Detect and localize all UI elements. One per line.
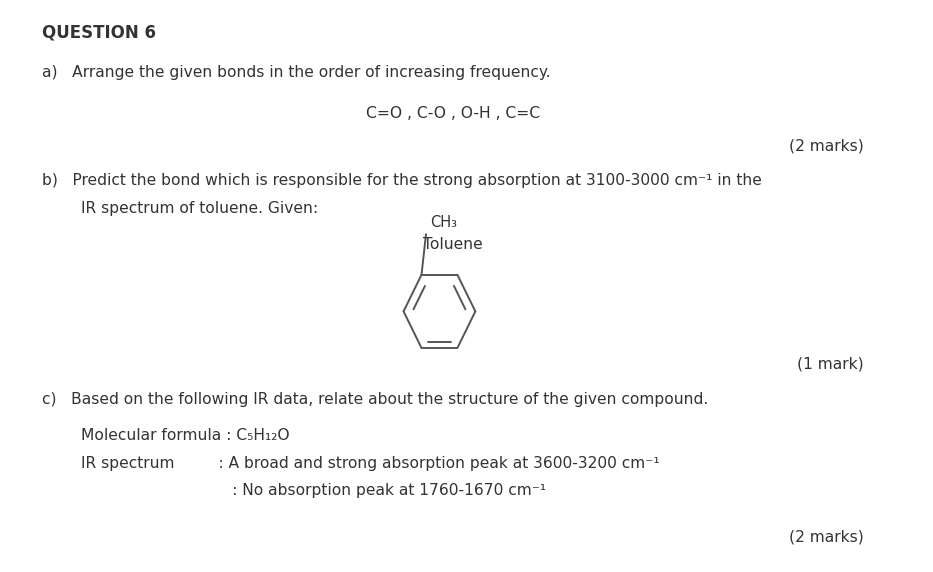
Text: b)   Predict the bond which is responsible for the strong absorption at 3100-300: b) Predict the bond which is responsible… bbox=[42, 173, 761, 188]
Text: (2 marks): (2 marks) bbox=[789, 138, 864, 153]
Text: C=O , C-O , O-H , C=C: C=O , C-O , O-H , C=C bbox=[366, 106, 540, 121]
Text: IR spectrum of toluene. Given:: IR spectrum of toluene. Given: bbox=[81, 201, 318, 216]
Text: : No absorption peak at 1760-1670 cm⁻¹: : No absorption peak at 1760-1670 cm⁻¹ bbox=[81, 483, 547, 498]
Text: a)   Arrange the given bonds in the order of increasing frequency.: a) Arrange the given bonds in the order … bbox=[42, 65, 550, 80]
Text: (2 marks): (2 marks) bbox=[789, 530, 864, 545]
Text: Molecular formula : C₅H₁₂O: Molecular formula : C₅H₁₂O bbox=[81, 428, 290, 443]
Text: (1 mark): (1 mark) bbox=[798, 356, 864, 371]
Text: CH₃: CH₃ bbox=[430, 214, 457, 230]
Text: IR spectrum         : A broad and strong absorption peak at 3600-3200 cm⁻¹: IR spectrum : A broad and strong absorpt… bbox=[81, 456, 660, 471]
Text: Toluene: Toluene bbox=[423, 237, 482, 252]
Text: QUESTION 6: QUESTION 6 bbox=[42, 24, 156, 42]
Text: c)   Based on the following IR data, relate about the structure of the given com: c) Based on the following IR data, relat… bbox=[42, 392, 708, 407]
